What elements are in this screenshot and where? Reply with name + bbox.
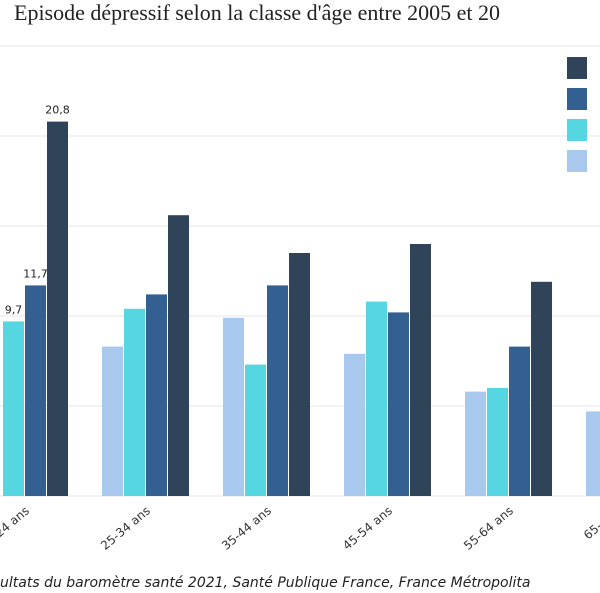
footnote: ultats du baromètre santé 2021, Santé Pu… — [0, 575, 530, 591]
bar — [47, 121, 68, 496]
chart-title: Episode dépressif selon la classe d'âge … — [14, 0, 500, 25]
bar — [124, 308, 145, 496]
value-label: 20,8 — [45, 104, 70, 117]
bar — [586, 411, 600, 496]
bar — [366, 301, 387, 496]
bar — [344, 353, 365, 496]
bar — [25, 285, 46, 496]
bar — [465, 391, 486, 496]
legend-swatch — [567, 88, 587, 110]
bar — [3, 321, 24, 496]
bar — [168, 215, 189, 496]
bar — [245, 364, 266, 496]
value-label: 9,7 — [5, 303, 23, 316]
x-tick-label: 25-34 ans — [98, 504, 153, 553]
x-tick-label: 35-44 ans — [219, 504, 274, 553]
bar — [146, 294, 167, 496]
x-tick-label: -24 ans — [0, 504, 32, 543]
bar — [102, 346, 123, 496]
x-tick-label: 45-54 ans — [340, 504, 395, 553]
bar — [267, 285, 288, 496]
bar — [487, 388, 508, 496]
bar — [289, 253, 310, 496]
legend-swatch — [567, 119, 587, 141]
bar — [410, 244, 431, 496]
legend-swatch — [567, 57, 587, 79]
value-label: 11,7 — [23, 267, 48, 280]
x-tick-label: 65- — [581, 519, 600, 542]
bar — [531, 281, 552, 496]
bar — [388, 312, 409, 496]
bar — [509, 346, 530, 496]
bar — [223, 317, 244, 496]
x-tick-label: 55-64 ans — [461, 504, 516, 553]
legend-swatch — [567, 150, 587, 172]
